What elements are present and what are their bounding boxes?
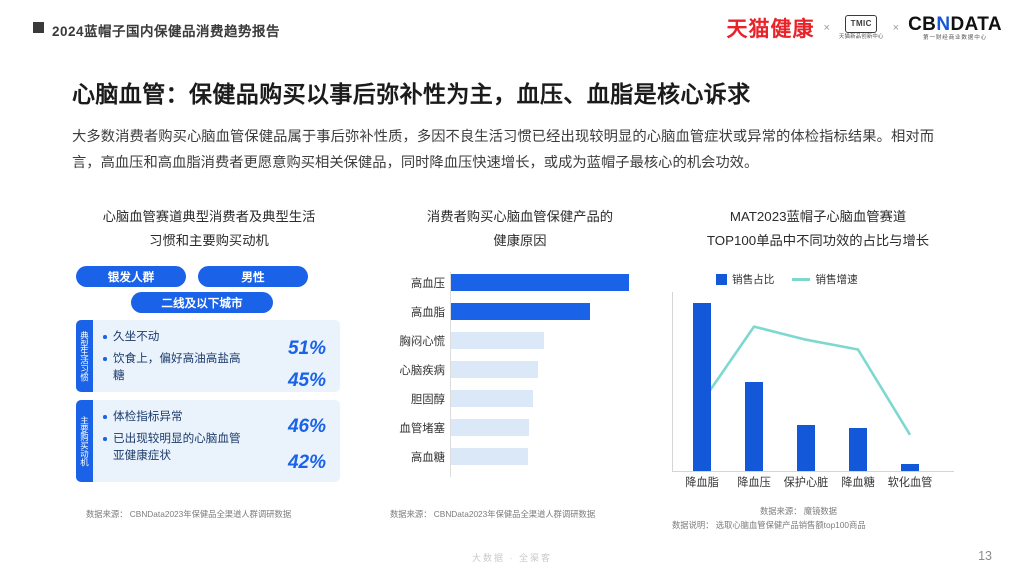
panel3-combo-chart: 降血脂 降血压 保护心脏 降血糖 软化血管 [672,292,954,489]
panel3-bar [693,303,711,471]
panel3-source-note-2: 数据说明： 选取心脑血管保健产品销售额top100商品 [672,520,866,530]
panel3-category-label: 降血脂 [685,477,719,489]
panel2-bar-row: 血管堵塞 [399,419,530,436]
panel3-bar [849,428,867,471]
panel3-legend-item-bar: 销售占比 [716,272,774,287]
panel1-bullet-1: 饮食上，偏好高油高盐高糖 [102,350,252,384]
panel1-bullet-0: 久坐不动 [102,328,252,345]
panel1-group-0-bullets: 久坐不动 饮食上，偏好高油高盐高糖 [102,328,252,389]
panel1-tag-1: 男性 [198,266,308,287]
panel3-category-label: 软化血管 [887,477,933,489]
panel2-bar-row: 高血糖 [411,448,528,465]
tmic-badge-label: TMIC [845,15,878,34]
panel2-bar-row: 胸闷心慌 [399,332,544,349]
panel3-legend-label-0: 销售占比 [732,274,775,286]
panel3-bar [901,463,919,471]
panel2-bar [451,419,530,436]
panel2-bar-row: 心脑疾病 [399,361,539,378]
tmall-health-logo: 天猫健康 [726,18,815,41]
panel1-value-0: 51% [287,338,326,359]
panel2-bar [451,448,528,465]
panel2-bar [451,332,544,349]
panel2-title: 消费者购买心脑血管保健产品的 健康原因 [426,209,614,248]
cbndata-logo: CBNDATA 第一财经商业数据中心 [908,15,1002,42]
panel2-bar [451,274,629,291]
panel1-bullet-2: 体检指标异常 [102,408,252,425]
legend-line-swatch-icon [792,278,811,281]
panel2-bar [451,361,539,378]
panel3-bar [797,424,815,471]
slide-headline: 心脑血管：保健品购买以事后弥补性为主，血压、血脂是核心诉求 [72,81,751,107]
page-number: 13 [978,549,992,563]
panel3-growth-line [700,325,912,436]
slide-lede-paragraph: 大多数消费者购买心脑血管保健品属于事后弥补性质，多因不良生活习惯已经出现较明显的… [72,129,934,171]
panel1-bullet-3: 已出现较明显的心脑血管亚健康症状 [102,430,252,464]
panel2-category-label: 血管堵塞 [399,423,445,435]
panel2-value-axis [450,272,451,477]
panel2-source-note: 数据来源： CBNData2023年保健品全渠道人群调研数据 [390,509,596,519]
panel2-bar [451,303,590,320]
tmic-logo: TMIC 天猫新品创新中心 [839,15,884,40]
cbndata-sub-label: 第一财经商业数据中心 [923,34,987,41]
panel3-legend-item-line: 销售增速 [792,272,858,287]
panel1-group-0-side-label: 典型生活习惯 [76,320,93,392]
header-bullet-mark [33,22,44,33]
footer-watermark: 大数据 · 全渠客 [472,553,552,563]
panel2-category-label: 胸闷心慌 [399,336,445,348]
panel1-tag-row: 银发人群 男性 [76,266,308,287]
panel1-group-0: 典型生活习惯 久坐不动 饮食上，偏好高油高盐高糖 51% 45% [76,320,340,392]
panel2-category-label: 心脑疾病 [399,365,445,377]
panel3-x-axis [672,471,954,472]
panel1-tag-2: 二线及以下城市 [131,292,273,313]
panel3-bar [745,381,763,471]
brand-separator-1: × [823,22,830,34]
panel1-group-1-side-label: 主要购买动机 [76,400,93,482]
brand-separator-2: × [892,22,900,34]
panel1-group-1: 主要购买动机 体检指标异常 已出现较明显的心脑血管亚健康症状 46% 42% [76,400,340,482]
panel3-legend: 销售占比 销售增速 [716,272,858,287]
report-title: 2024蓝帽子国内保健品消费趋势报告 [52,24,281,39]
cbndata-wordmark: CBNDATA [908,13,1002,35]
panel2-bar-row: 高血脂 [411,303,590,320]
brand-lockup: 天猫健康 × TMIC 天猫新品创新中心 × CBNDATA 第一财经商业数据中… [726,12,1002,44]
legend-bar-swatch-icon [716,274,727,285]
panel1-value-1: 45% [287,370,326,391]
panel3-title: MAT2023蓝帽子心脑血管赛道 TOP100单品中不同功效的占比与增长 [706,209,930,248]
tmic-sub-label: 天猫新品创新中心 [838,34,884,41]
page-header: 2024蓝帽子国内保健品消费趋势报告 天猫健康 × TMIC 天猫新品创新中心 … [0,0,1024,52]
panel3-legend-label-1: 销售增速 [815,274,858,286]
panel3-category-label: 保护心脏 [783,477,829,489]
panel1-value-2: 46% [287,416,326,437]
panel2-bar-row: 胆固醇 [411,390,533,407]
panel1-source-note: 数据来源： CBNData2023年保健品全渠道人群调研数据 [86,509,292,519]
panel3-y-axis [672,292,673,472]
panel2-category-label: 高血脂 [410,307,445,319]
panel1-group-1-bullets: 体检指标异常 已出现较明显的心脑血管亚健康症状 [102,408,252,469]
panel3-category-label: 降血压 [737,477,771,489]
panel1-tag-0: 银发人群 [76,266,186,287]
panel1-value-3: 42% [287,452,326,473]
panel2-bar [451,390,533,407]
panel3-source-note-1: 数据来源： 魔镜数据 [760,506,837,516]
panel2-category-label: 胆固醇 [410,394,445,406]
panel2-category-label: 高血压 [410,278,445,290]
panel1-title: 心脑血管赛道典型消费者及典型生活 习惯和主要购买动机 [102,209,316,248]
panel2-category-label: 高血糖 [410,452,445,464]
panel2-bar-row: 高血压 [411,274,629,291]
panel3-category-label: 降血糖 [841,477,875,489]
